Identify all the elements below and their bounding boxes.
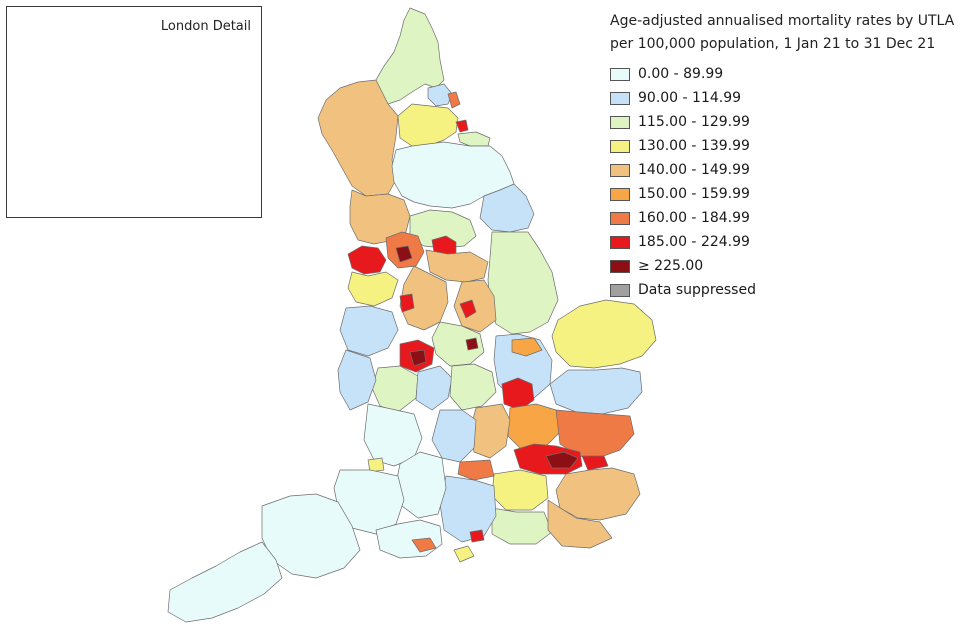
region-bedfordshire — [501, 377, 535, 411]
region-shropshire — [339, 305, 399, 357]
region-isle-of-wight — [453, 545, 475, 563]
region-peterborough — [511, 337, 543, 357]
region-northamptonshire — [449, 363, 497, 411]
legend-label: 150.00 - 159.99 — [638, 186, 750, 202]
legend-item: Data suppressed — [610, 278, 955, 302]
region-berkshire — [457, 459, 495, 481]
legend-item: 140.00 - 149.99 — [610, 158, 955, 182]
region-west-sussex — [491, 507, 553, 545]
region-warwickshire — [415, 365, 453, 411]
legend-swatch — [610, 235, 630, 249]
region-south-yorkshire — [425, 249, 489, 283]
legend-item: 115.00 - 129.99 — [610, 110, 955, 134]
legend-swatch — [610, 139, 630, 153]
legend-item: 130.00 - 139.99 — [610, 134, 955, 158]
legend-label: 115.00 - 129.99 — [638, 114, 750, 130]
region-bristol — [367, 457, 385, 473]
region-stoke — [399, 293, 415, 313]
region-leicester-city — [465, 337, 479, 351]
legend-label: 0.00 - 89.99 — [638, 66, 724, 82]
region-suffolk — [549, 367, 643, 415]
region-hartlepool — [455, 119, 469, 133]
region-thurrock — [581, 455, 609, 471]
region-kent — [555, 467, 641, 521]
region-bournemouth — [411, 537, 437, 553]
map-legend: Age-adjusted annualised mortality rates … — [610, 10, 955, 302]
legend-swatch — [610, 163, 630, 177]
legend-label: ≥ 225.00 — [638, 258, 704, 274]
legend-label: 160.00 - 184.99 — [638, 210, 750, 226]
legend-items: 0.00 - 89.99 90.00 - 114.99 115.00 - 129… — [610, 62, 955, 302]
legend-label: 130.00 - 139.99 — [638, 138, 750, 154]
region-merseyside — [347, 245, 387, 275]
region-nottinghamshire — [453, 279, 497, 333]
legend-swatch — [610, 91, 630, 105]
region-worcestershire — [371, 365, 419, 413]
region-east-sussex — [547, 499, 613, 549]
legend-label: 185.00 - 224.99 — [638, 234, 750, 250]
legend-item: 0.00 - 89.99 — [610, 62, 955, 86]
region-manchester-core — [395, 245, 413, 263]
legend-item: 185.00 - 224.99 — [610, 230, 955, 254]
region-herefordshire — [337, 349, 377, 411]
region-cheshire — [347, 271, 399, 307]
london-detail-inset: London Detail — [6, 6, 262, 218]
region-leicestershire — [431, 321, 485, 367]
legend-swatch — [610, 67, 630, 81]
legend-swatch — [610, 115, 630, 129]
region-norfolk — [551, 299, 657, 369]
region-derbyshire — [399, 265, 449, 331]
legend-label: Data suppressed — [638, 282, 756, 298]
legend-title-line-2: per 100,000 population, 1 Jan 21 to 31 D… — [610, 36, 936, 52]
region-london-east — [545, 451, 579, 469]
region-east-riding — [479, 183, 535, 233]
legend-label: 90.00 - 114.99 — [638, 90, 742, 106]
legend-swatch — [610, 187, 630, 201]
legend-title-line-1: Age-adjusted annualised mortality rates … — [610, 13, 955, 29]
region-wiltshire — [395, 451, 447, 519]
region-birmingham — [409, 349, 427, 367]
region-sunderland — [447, 91, 461, 109]
legend-item: 90.00 - 114.99 — [610, 86, 955, 110]
region-cumbria — [317, 79, 399, 197]
legend-item: 150.00 - 159.99 — [610, 182, 955, 206]
region-northumberland — [375, 7, 445, 105]
region-southampton — [469, 529, 485, 543]
region-lincolnshire — [487, 231, 559, 335]
legend-swatch — [610, 283, 630, 297]
legend-item: 160.00 - 184.99 — [610, 206, 955, 230]
legend-label: 140.00 - 149.99 — [638, 162, 750, 178]
legend-swatch — [610, 259, 630, 273]
region-buckinghamshire — [469, 403, 511, 459]
legend-swatch — [610, 211, 630, 225]
region-hertfordshire — [507, 403, 561, 451]
inset-title: London Detail — [160, 19, 251, 34]
region-surrey — [491, 469, 549, 511]
region-middlesbrough — [457, 131, 491, 147]
region-nottingham-city — [459, 299, 477, 319]
region-tyneside — [427, 83, 453, 107]
region-cornwall — [167, 541, 283, 623]
region-durham — [397, 103, 459, 147]
region-hampshire — [439, 475, 497, 543]
region-oxfordshire — [431, 409, 477, 463]
legend-item: ≥ 225.00 — [610, 254, 955, 278]
